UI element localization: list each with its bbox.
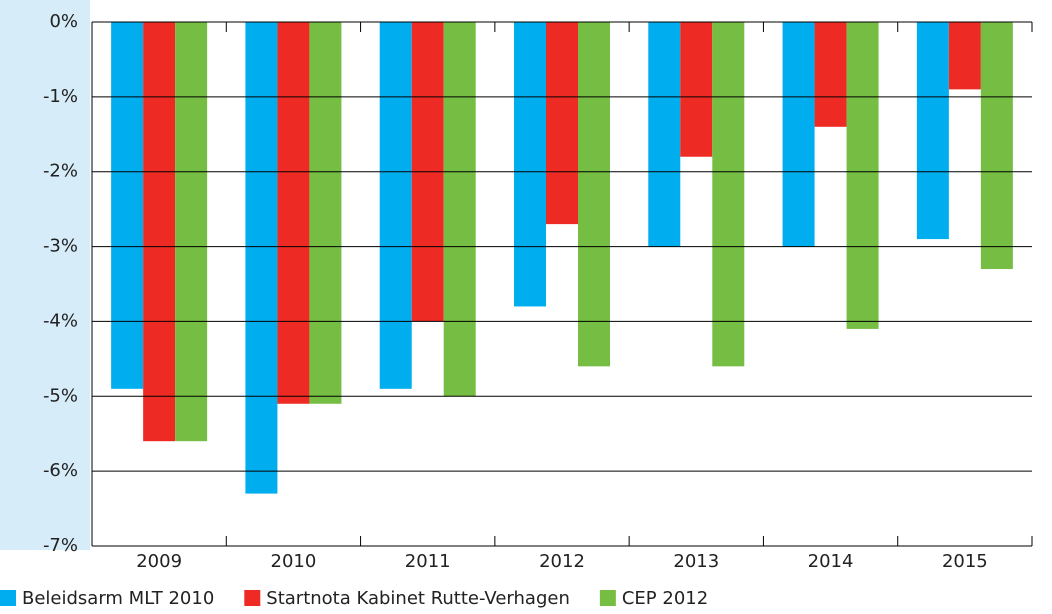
bar: [948, 22, 981, 90]
x-tick-label: 2015: [942, 551, 988, 572]
bar: [814, 22, 847, 127]
legend-label: Beleidsarm MLT 2010: [22, 588, 214, 609]
y-tick-label: -5%: [43, 385, 78, 406]
axis-panel: [0, 0, 90, 550]
bar: [916, 22, 949, 240]
y-tick-label: -2%: [43, 161, 78, 182]
y-tick-label: -4%: [43, 310, 78, 331]
bar: [245, 22, 278, 494]
bar: [277, 22, 310, 404]
y-tick-label: -6%: [43, 460, 78, 481]
legend-label: Startnota Kabinet Rutte-Verhagen: [266, 588, 570, 609]
x-tick-label: 2010: [271, 551, 317, 572]
legend-swatch: [0, 590, 16, 606]
x-tick-label: 2013: [673, 551, 719, 572]
y-tick-label: -3%: [43, 236, 78, 257]
bar: [546, 22, 578, 225]
x-tick-label: 2012: [539, 551, 585, 572]
bar: [980, 22, 1013, 270]
y-tick-label: -7%: [43, 535, 78, 556]
bar: [111, 22, 144, 389]
x-tick-label: 2009: [136, 551, 182, 572]
bar: [379, 22, 412, 389]
legend-swatch: [599, 590, 616, 606]
legend-label: CEP 2012: [622, 588, 708, 609]
bar: [514, 22, 546, 307]
bar: [578, 22, 610, 367]
bar: [712, 22, 745, 367]
bar: [846, 22, 879, 329]
bar: [309, 22, 342, 404]
legend-swatch: [244, 590, 261, 606]
bar: [175, 22, 208, 442]
x-tick-label: 2014: [808, 551, 854, 572]
bar: [443, 22, 476, 397]
bar: [648, 22, 681, 247]
bar: [782, 22, 815, 247]
x-tick-label: 2011: [405, 551, 451, 572]
y-tick-label: -1%: [43, 86, 78, 107]
y-tick-label: 0%: [49, 11, 78, 32]
bar: [680, 22, 713, 157]
bar: [143, 22, 176, 442]
